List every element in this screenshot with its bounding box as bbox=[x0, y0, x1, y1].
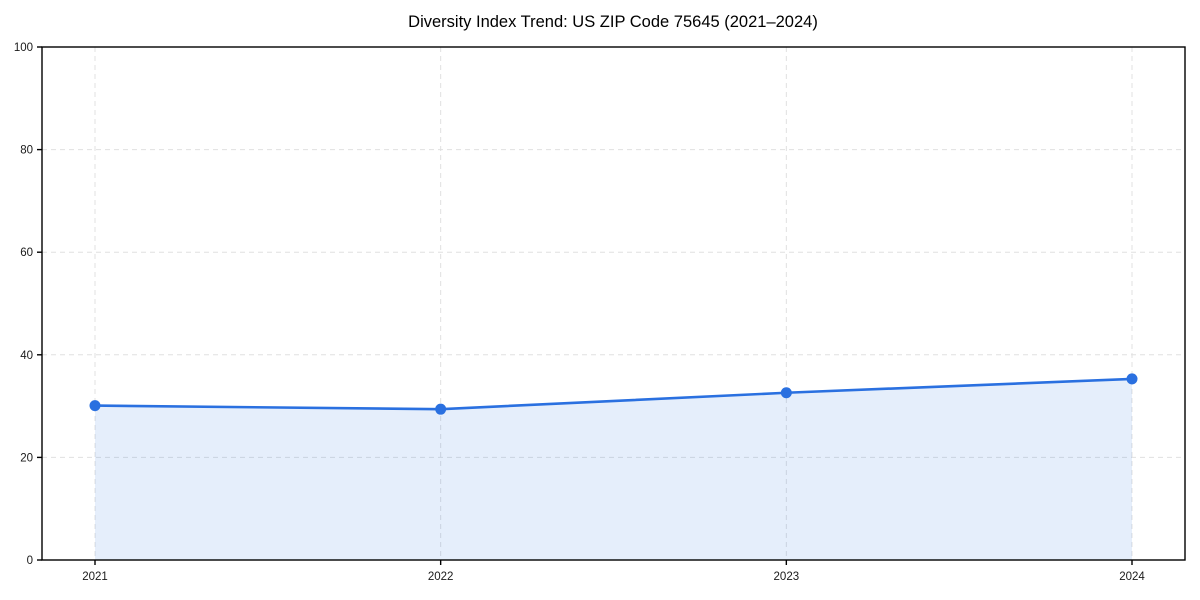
x-tick-label: 2022 bbox=[428, 571, 454, 583]
y-tick-labels: 0 20 40 60 80 100 bbox=[14, 42, 42, 567]
data-point-markers bbox=[89, 373, 1138, 415]
x-tick-label: 2023 bbox=[774, 571, 800, 583]
y-tick-label: 100 bbox=[14, 42, 33, 54]
area-fill bbox=[95, 378, 1132, 560]
data-point-2021 bbox=[89, 400, 101, 412]
x-tick-label: 2021 bbox=[82, 571, 108, 583]
y-tick-label: 40 bbox=[20, 350, 33, 362]
data-point-2024 bbox=[1126, 373, 1138, 385]
x-tick-label: 2024 bbox=[1119, 571, 1145, 583]
trend-line bbox=[93, 377, 1134, 411]
y-tick-label: 0 bbox=[27, 555, 33, 567]
x-tick-labels: 2021 2022 2023 2024 bbox=[82, 560, 1145, 583]
chart-title: Diversity Index Trend: US ZIP Code 75645… bbox=[408, 13, 818, 31]
y-tick-label: 60 bbox=[20, 247, 33, 259]
y-tick-label: 80 bbox=[20, 145, 33, 157]
data-point-2022 bbox=[435, 403, 447, 415]
y-tick-label: 20 bbox=[20, 452, 33, 464]
plot-background bbox=[42, 47, 1185, 560]
x-gridlines bbox=[94, 47, 1133, 560]
plot-frame bbox=[41, 46, 1186, 561]
data-point-2023 bbox=[780, 387, 792, 399]
